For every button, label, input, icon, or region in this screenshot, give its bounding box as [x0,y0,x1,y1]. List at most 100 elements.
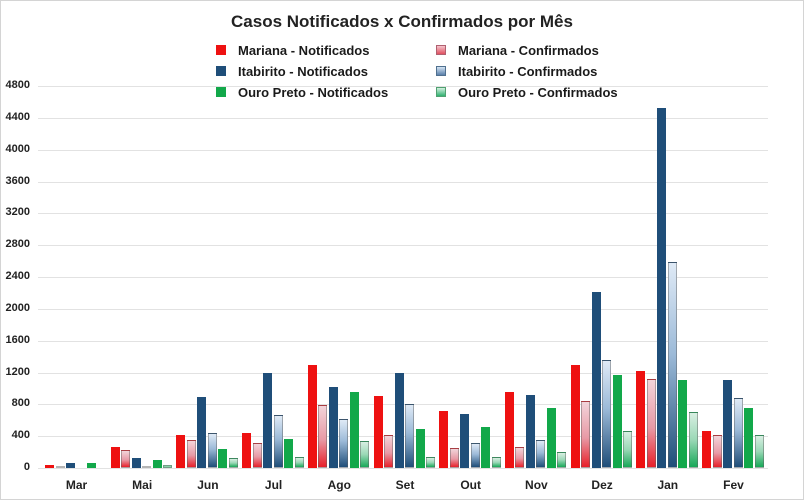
x-tick-label: Set [395,478,415,492]
bar [176,435,186,468]
bar [328,386,338,468]
legend-swatch-icon [216,45,226,55]
legend-label: Itabirito - Notificados [238,63,368,79]
bar [688,412,698,468]
bar [439,410,449,468]
bar [470,442,480,468]
y-tick-label: 0 [23,461,30,473]
x-tick-label: Mai [132,478,153,492]
bar [55,466,65,468]
bar [536,440,546,468]
bar [623,431,633,468]
y-tick-label: 1600 [5,334,30,346]
x-tick-label: Jun [197,478,219,492]
bar [228,457,238,468]
gridline [38,468,768,469]
legend-item-ouro-preto-confirmados: Ouro Preto - Confirmados [436,82,618,102]
x-tick-label: Out [460,478,482,492]
bar [349,392,359,468]
legend-swatch-icon [216,87,226,97]
x-tick-label: Ago [327,478,351,492]
bar [45,464,54,468]
gridline [38,309,768,310]
bar [744,407,753,468]
bar [186,440,196,468]
bar [581,401,591,468]
legend-label: Mariana - Confirmados [458,42,599,58]
bar [657,108,667,468]
bar [360,440,370,468]
bar [252,443,262,468]
bar [415,429,425,468]
bar [591,292,601,468]
y-tick-label: 1200 [5,366,30,378]
bar [525,394,535,468]
bar [754,435,764,468]
bar [121,450,131,468]
bar [481,427,491,468]
bar [405,404,414,468]
chart-title: Casos Notificados x Confirmados por Mês [231,12,573,31]
legend-label: Mariana - Notificados [238,42,370,58]
legend-label: Itabirito - Confirmados [458,63,598,79]
legend-item-itabirito-notificados: Itabirito - Notificados [216,61,368,81]
legend-swatch-icon [216,66,226,76]
gridline [38,213,768,214]
legend-item-itabirito-confirmados: Itabirito - Confirmados [436,61,597,81]
bar [491,456,501,468]
y-tick-label: 2800 [5,238,30,250]
bar [110,446,120,468]
chart-legend: Mariana - Notificados Mariana - Confirma… [216,40,636,100]
bar [702,430,711,468]
bar [318,405,328,468]
gridline [38,118,768,119]
x-tick-label: Jan [657,478,679,492]
bar [384,434,393,468]
x-tick-label: Mar [65,478,88,492]
bar [273,414,283,468]
bar [504,391,514,468]
bar [66,463,75,468]
gridline [38,150,768,151]
y-tick-label: 3600 [5,175,30,187]
bar [449,448,459,468]
y-tick-label: 800 [11,397,30,409]
bar [284,438,294,468]
bar [515,447,525,468]
bar [460,413,470,468]
legend-item-mariana-confirmados: Mariana - Confirmados [436,40,599,60]
bar [723,380,732,468]
bar [207,432,217,468]
gridline [38,245,768,246]
bar [339,418,349,468]
bar [163,464,173,468]
x-tick-label: Nov [525,478,548,492]
y-tick-label: 4400 [5,111,30,123]
bar [218,448,228,468]
bar [394,373,404,468]
y-tick-label: 3200 [5,206,30,218]
legend-item-ouro-preto-notificados: Ouro Preto - Notificados [216,82,388,102]
y-tick-label: 2000 [5,302,30,314]
gridline [38,341,768,342]
bar [87,463,96,468]
bar [636,370,646,468]
bar [602,359,612,468]
x-tick-label: Fev [723,478,744,492]
bar [733,397,743,468]
bar [263,373,273,468]
y-tick-label: 2400 [5,270,30,282]
bar [242,432,252,468]
x-tick-label: Jul [264,478,283,492]
bar [678,379,688,468]
bar [546,407,556,468]
gridline [38,182,768,183]
y-tick-label: 4800 [5,79,30,91]
bar [142,465,152,468]
legend-label: Ouro Preto - Confirmados [458,84,618,100]
gridline [38,277,768,278]
legend-swatch-icon [436,45,446,55]
bar [426,456,435,468]
bar [557,452,567,468]
